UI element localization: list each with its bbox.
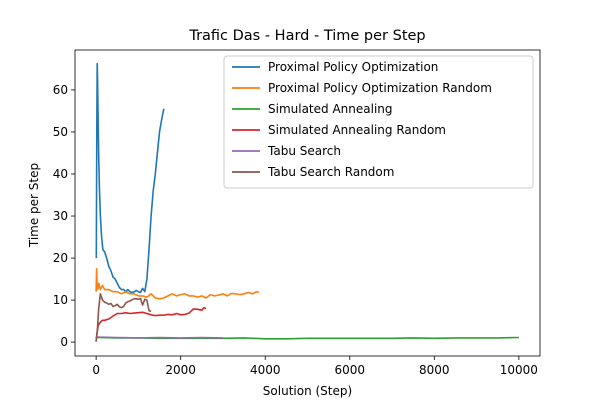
legend-label-2: Proximal Policy Optimization Random — [268, 81, 492, 95]
legend-box — [223, 55, 534, 189]
legend-label-1: Proximal Policy Optimization — [268, 60, 438, 74]
x-tick-label-5: 8000 — [419, 363, 450, 377]
chart-title: Trafic Das - Hard - Time per Step — [188, 28, 425, 44]
y-tick-label-6: 50 — [53, 125, 68, 139]
legend-label-5: Tabu Search — [267, 144, 341, 158]
x-axis-title: Solution (Step) — [263, 384, 352, 398]
x-tick-label-2: 2000 — [165, 363, 196, 377]
series-line-5 — [96, 336, 224, 339]
series-line-1 — [95, 62, 165, 294]
y-tick-label-4: 30 — [53, 209, 68, 223]
legend-label-6: Tabu Search Random — [267, 165, 394, 179]
y-tick-label-2: 10 — [53, 293, 68, 307]
legend-label-4: Simulated Annealing Random — [268, 123, 446, 137]
y-tick-label-1: 0 — [60, 335, 68, 349]
series-line-6 — [95, 292, 152, 342]
series-line-2 — [95, 267, 260, 300]
x-tick-label-6: 10000 — [500, 363, 538, 377]
y-tick-label-5: 40 — [53, 167, 68, 181]
x-tick-label-1: 0 — [92, 363, 100, 377]
plot-frame — [74, 49, 541, 357]
axes: 0 2000 4000 6000 8000 10000 0 10 20 30 40 50 60 — [53, 49, 541, 377]
legend: Proximal Policy Optimization Proximal Pol… — [223, 55, 534, 189]
x-tick-label-4: 6000 — [334, 363, 365, 377]
y-axis-title: Time per Step — [27, 163, 41, 248]
x-tick-label-3: 4000 — [250, 363, 281, 377]
legend-label-3: Simulated Annealing — [268, 102, 393, 116]
series-line-4 — [95, 306, 207, 342]
plot-area — [95, 62, 519, 342]
y-tick-label-3: 20 — [53, 251, 68, 265]
y-tick-label-7: 60 — [53, 83, 68, 97]
